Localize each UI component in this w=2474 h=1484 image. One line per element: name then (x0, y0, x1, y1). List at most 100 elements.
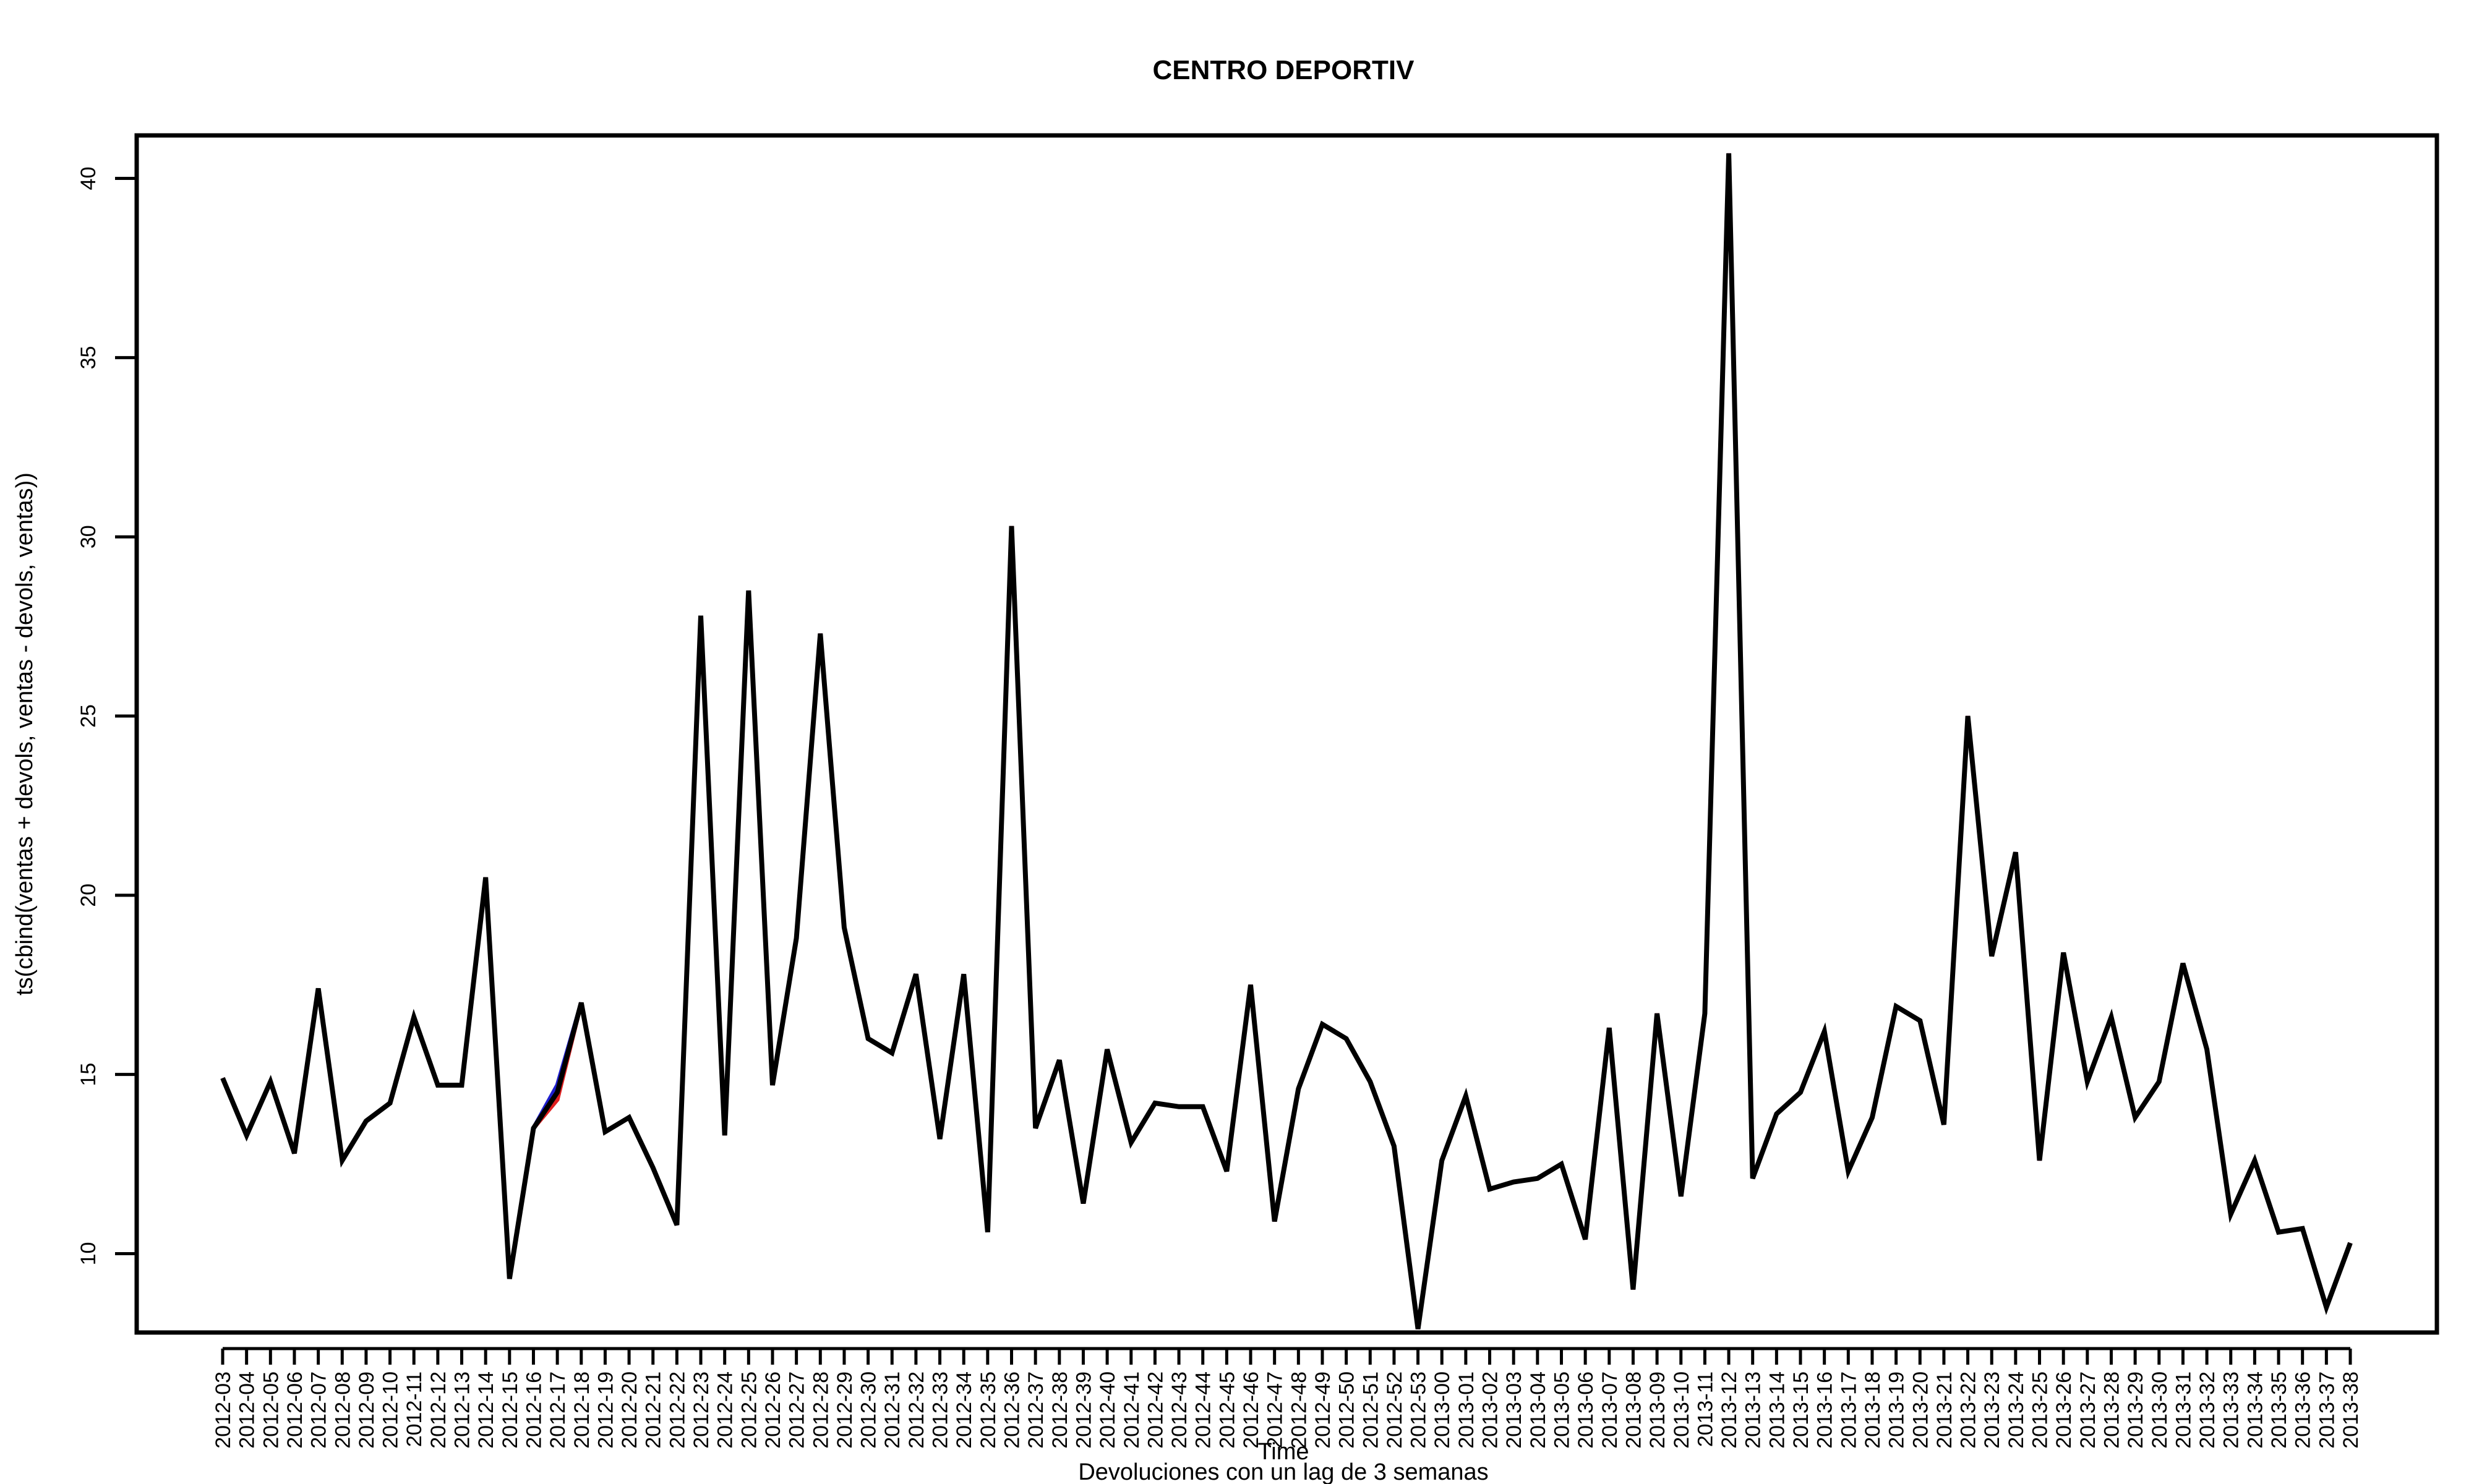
x-tick-label: 2012-47 (1264, 1371, 1287, 1449)
x-tick-label: 2013-18 (1861, 1371, 1885, 1449)
y-tick-label: 30 (77, 525, 100, 548)
plot-frame (134, 133, 2439, 1335)
x-tick-label: 2012-35 (977, 1371, 1000, 1449)
x-tick-label: 2013-17 (1837, 1371, 1860, 1449)
x-tick-label: 2012-25 (737, 1371, 761, 1449)
x-tick-label: 2012-12 (427, 1371, 450, 1449)
x-tick-label: 2012-48 (1287, 1371, 1311, 1449)
y-tick-label: 35 (77, 346, 100, 369)
x-tick-label: 2012-23 (690, 1371, 713, 1449)
x-tick-label: 2013-02 (1479, 1371, 1502, 1449)
x-tick-label: 2013-10 (1670, 1371, 1693, 1449)
x-tick-label: 2013-30 (2148, 1371, 2172, 1449)
x-tick-label: 2012-27 (785, 1371, 809, 1449)
x-tick-label: 2012-45 (1215, 1371, 1239, 1449)
x-tick-label: 2013-05 (1550, 1371, 1573, 1449)
x-tick-label: 2012-42 (1144, 1371, 1167, 1449)
x-tick-label: 2012-11 (403, 1371, 426, 1447)
x-tick-label: 2012-22 (666, 1371, 689, 1449)
x-tick-label: 2012-24 (714, 1371, 737, 1449)
x-tick-label: 2013-00 (1431, 1371, 1454, 1449)
x-tick-label: 2013-29 (2124, 1371, 2147, 1449)
x-tick-label: 2012-15 (499, 1371, 522, 1449)
x-tick-label: 2013-24 (2005, 1371, 2028, 1449)
x-tick-label: 2012-38 (1048, 1371, 1072, 1449)
x-tick-label: 2012-32 (905, 1371, 928, 1449)
x-tick-label: 2012-44 (1192, 1371, 1215, 1449)
x-tick-label: 2013-23 (1980, 1371, 2004, 1449)
x-tick-label: 2013-09 (1646, 1371, 1669, 1449)
x-tick-label: 2012-37 (1024, 1371, 1048, 1449)
x-tick-label: 2012-49 (1311, 1371, 1335, 1449)
x-tick-label: 2013-36 (2292, 1371, 2315, 1449)
x-tick-label: 2012-06 (283, 1371, 307, 1449)
x-tick-label: 2012-33 (929, 1371, 952, 1449)
x-tick-label: 2013-38 (2339, 1371, 2363, 1449)
y-axis: 10 15 20 25 30 35 40 (77, 167, 137, 1266)
y-tick-label: 10 (77, 1242, 100, 1266)
x-tick-label: 2012-46 (1239, 1371, 1263, 1449)
x-tick-label: 2013-35 (2267, 1371, 2291, 1449)
x-tick-label: 2012-17 (546, 1371, 570, 1449)
y-axis-label: ts(cbind(ventas + devols, ventas - devol… (12, 472, 38, 996)
x-tick-label: 2012-31 (881, 1371, 904, 1449)
x-tick-label: 2012-26 (761, 1371, 785, 1449)
x-tick-label: 2013-13 (1742, 1371, 1765, 1449)
chart-subtitle: Devoluciones con un lag de 3 semanas (1078, 1459, 1488, 1484)
x-tick-label: 2013-37 (2315, 1371, 2339, 1449)
x-tick-label: 2013-25 (2029, 1371, 2052, 1449)
x-axis-label: Time (1257, 1439, 1309, 1465)
x-tick-label: 2012-43 (1168, 1371, 1191, 1449)
x-tick-label: 2012-34 (952, 1371, 976, 1449)
x-tick-label: 2012-14 (474, 1371, 498, 1449)
y-tick-label: 20 (77, 884, 100, 907)
x-tick-label: 2013-08 (1622, 1371, 1645, 1449)
x-tick-label: 2012-03 (212, 1371, 235, 1449)
x-tick-label: 2013-15 (1789, 1371, 1813, 1449)
x-tick-label: 2012-08 (331, 1371, 354, 1449)
x-tick-label: 2012-50 (1335, 1371, 1359, 1449)
y-tick-label: 40 (77, 167, 100, 190)
x-tick-label: 2012-13 (451, 1371, 474, 1449)
x-tick-label: 2012-19 (594, 1371, 617, 1449)
x-tick-label: 2013-12 (1718, 1371, 1741, 1449)
x-tick-label: 2012-39 (1072, 1371, 1095, 1449)
chart-title: CENTRO DEPORTIV (1153, 55, 1415, 85)
x-tick-label: 2012-28 (809, 1371, 833, 1449)
x-tick-label: 2013-26 (2052, 1371, 2076, 1449)
x-tick-label: 2013-04 (1526, 1371, 1550, 1449)
x-tick-label: 2012-53 (1407, 1371, 1431, 1449)
x-tick-label: 2013-06 (1574, 1371, 1598, 1449)
x-tick-label: 2012-04 (236, 1371, 259, 1449)
x-tick-label: 2013-11 (1693, 1371, 1717, 1447)
x-tick-label: 2012-30 (857, 1371, 881, 1449)
x-tick-label: 2013-34 (2243, 1371, 2267, 1449)
x-tick-label: 2013-22 (1957, 1371, 1980, 1449)
x-tick-label: 2012-40 (1096, 1371, 1119, 1449)
x-tick-label: 2013-07 (1598, 1371, 1622, 1449)
x-tick-label: 2013-33 (2220, 1371, 2243, 1449)
x-tick-label: 2012-36 (1001, 1371, 1024, 1449)
x-tick-label: 2013-27 (2076, 1371, 2100, 1449)
x-tick-label: 2012-09 (355, 1371, 379, 1449)
x-tick-label: 2013-21 (1933, 1371, 1956, 1449)
x-axis: 2012-03 2012-04 2012-05 2012-06 2012-07 2012-… (212, 1347, 2363, 1449)
x-tick-label: 2012-29 (833, 1371, 857, 1449)
x-tick-label: 2012-05 (259, 1371, 283, 1449)
x-tick-label: 2012-18 (570, 1371, 594, 1449)
x-tick-label: 2013-16 (1813, 1371, 1837, 1449)
x-tick-label: 2013-31 (2172, 1371, 2195, 1449)
x-tick-label: 2012-52 (1383, 1371, 1406, 1449)
x-tick-label: 2013-01 (1455, 1371, 1478, 1449)
x-tick-label: 2013-20 (1909, 1371, 1932, 1449)
y-tick-label: 25 (77, 704, 100, 728)
x-tick-label: 2013-19 (1885, 1371, 1909, 1449)
x-tick-label: 2013-03 (1502, 1371, 1526, 1449)
x-tick-label: 2012-41 (1120, 1371, 1144, 1449)
x-tick-label: 2012-20 (618, 1371, 641, 1449)
x-tick-label: 2013-14 (1765, 1371, 1789, 1449)
y-tick-label: 15 (77, 1063, 100, 1086)
x-tick-label: 2012-07 (307, 1371, 331, 1449)
x-tick-label: 2013-32 (2196, 1371, 2219, 1449)
